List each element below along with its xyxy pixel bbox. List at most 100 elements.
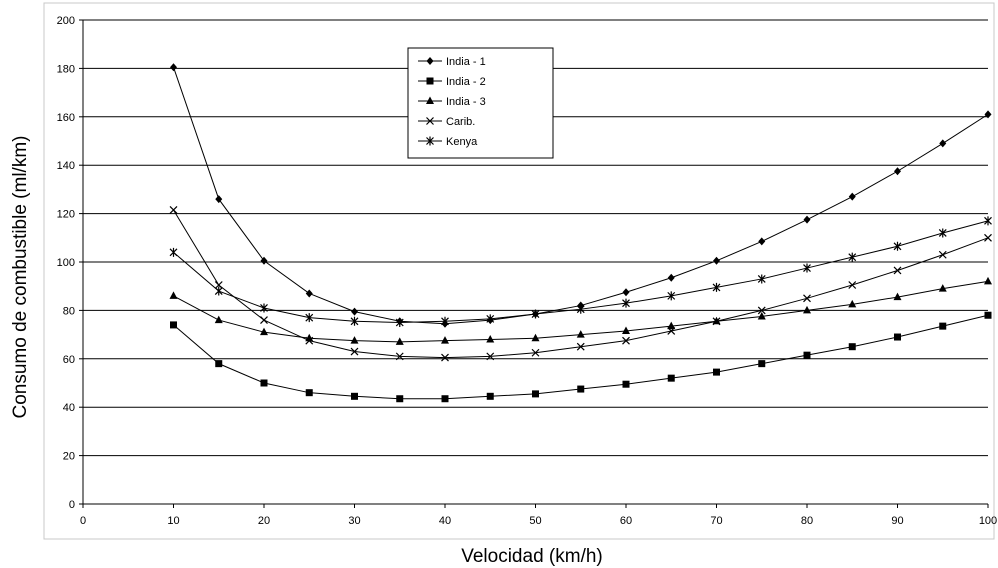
point-india-3-55 — [576, 330, 585, 338]
point-carib-85 — [848, 281, 857, 289]
x-tick-label-70: 70 — [710, 515, 722, 527]
point-india-3-40 — [441, 336, 449, 344]
point-kenya-65-shape — [667, 291, 676, 301]
point-india-2-65 — [667, 374, 675, 382]
point-carib-75-shape — [757, 306, 766, 315]
point-india-2-70 — [713, 368, 720, 376]
point-india-2-85-shape — [848, 343, 856, 351]
y-tick-label-200: 200 — [57, 15, 75, 27]
point-india-3-90-shape — [893, 292, 902, 301]
legend-label-india-2: India - 2 — [446, 76, 486, 88]
point-india-3-40-shape — [441, 336, 449, 344]
y-tick-label-140: 140 — [57, 160, 75, 172]
point-kenya-90 — [893, 241, 902, 251]
point-kenya-85 — [848, 252, 857, 262]
point-carib-50-shape — [531, 348, 540, 357]
point-carib-55-shape — [576, 342, 585, 351]
point-india-1-75-shape — [758, 237, 766, 246]
point-india-3-95 — [938, 284, 947, 292]
point-carib-100 — [984, 233, 992, 242]
series-group — [169, 63, 992, 403]
y-tick-label-100: 100 — [57, 257, 75, 269]
point-kenya-100 — [984, 216, 992, 226]
point-india-1-25-shape — [305, 289, 313, 298]
point-india-1-10-shape — [170, 63, 177, 72]
point-india-1-95 — [939, 139, 947, 148]
x-axis-title: Velocidad (km/h) — [461, 546, 603, 567]
point-india-3-50-shape — [531, 333, 540, 342]
point-kenya-45-shape — [486, 314, 495, 324]
point-india-3-30 — [350, 336, 359, 344]
point-india-2-100-shape — [984, 311, 992, 319]
legend-marker-india-2 — [426, 77, 434, 85]
x-tick-label-30: 30 — [348, 515, 360, 527]
point-india-2-65-shape — [667, 374, 675, 382]
point-india-1-60 — [622, 288, 630, 297]
point-kenya-70-shape — [712, 282, 721, 292]
point-kenya-95 — [938, 228, 947, 238]
point-carib-45 — [486, 352, 495, 361]
point-india-3-60 — [622, 326, 630, 334]
point-india-3-100 — [984, 276, 992, 285]
point-india-2-90-shape — [894, 333, 901, 341]
point-kenya-25-shape — [305, 313, 314, 323]
point-india-2-30 — [351, 392, 358, 400]
point-india-1-90-shape — [894, 167, 901, 176]
point-kenya-40-shape — [441, 316, 449, 326]
point-india-2-40-shape — [441, 395, 449, 403]
point-india-2-90 — [894, 333, 901, 341]
legend-marker-india-3-shape — [426, 96, 434, 104]
point-carib-40 — [441, 353, 449, 362]
point-kenya-80 — [803, 263, 811, 273]
x-tick-label-20: 20 — [258, 515, 270, 527]
point-kenya-75-shape — [757, 274, 766, 284]
legend-label-kenya: Kenya — [446, 136, 478, 148]
point-india-1-70 — [713, 256, 720, 265]
point-carib-20 — [260, 316, 268, 325]
x-tick-label-60: 60 — [620, 515, 632, 527]
point-india-3-45-shape — [486, 334, 495, 343]
point-kenya-80-shape — [803, 263, 811, 273]
point-india-1-15-shape — [215, 195, 223, 204]
point-india-2-25-shape — [305, 389, 313, 397]
point-india-1-80 — [803, 215, 811, 224]
point-india-1-65 — [667, 273, 675, 282]
point-india-2-10-shape — [170, 321, 177, 329]
point-india-2-80-shape — [803, 351, 811, 359]
point-kenya-40 — [441, 316, 449, 326]
legend-marker-india-1-shape — [426, 57, 434, 65]
point-india-1-10 — [170, 63, 177, 72]
y-tick-label-60: 60 — [63, 354, 75, 366]
x-tick-label-90: 90 — [891, 515, 903, 527]
point-kenya-35 — [395, 318, 404, 327]
point-carib-20-shape — [260, 316, 268, 325]
point-carib-100-shape — [984, 233, 992, 242]
legend-marker-kenya — [426, 136, 434, 146]
legend-label-carib: Carib. — [446, 116, 475, 128]
point-kenya-25 — [305, 313, 314, 323]
point-india-1-30 — [351, 307, 358, 316]
point-kenya-10 — [169, 247, 178, 257]
point-india-1-80-shape — [803, 215, 811, 224]
point-india-2-75-shape — [758, 360, 766, 368]
point-india-2-85 — [848, 343, 856, 351]
point-india-1-20 — [260, 256, 268, 265]
point-carib-75 — [757, 306, 766, 315]
point-india-1-65-shape — [667, 273, 675, 282]
point-india-3-60-shape — [622, 326, 630, 334]
point-india-2-15 — [215, 360, 223, 368]
point-carib-80 — [803, 294, 811, 303]
point-india-2-40 — [441, 395, 449, 403]
point-india-1-75 — [758, 237, 766, 246]
point-india-2-45-shape — [486, 392, 494, 400]
point-india-2-50 — [532, 390, 539, 398]
point-india-2-50-shape — [532, 390, 539, 398]
point-carib-90 — [893, 266, 902, 275]
point-india-1-100-shape — [984, 110, 992, 119]
point-carib-10-shape — [169, 206, 178, 214]
point-carib-70 — [712, 317, 721, 326]
legend-label-india-1: India - 1 — [446, 56, 486, 68]
point-india-1-85-shape — [848, 192, 856, 201]
point-kenya-15 — [214, 286, 223, 296]
